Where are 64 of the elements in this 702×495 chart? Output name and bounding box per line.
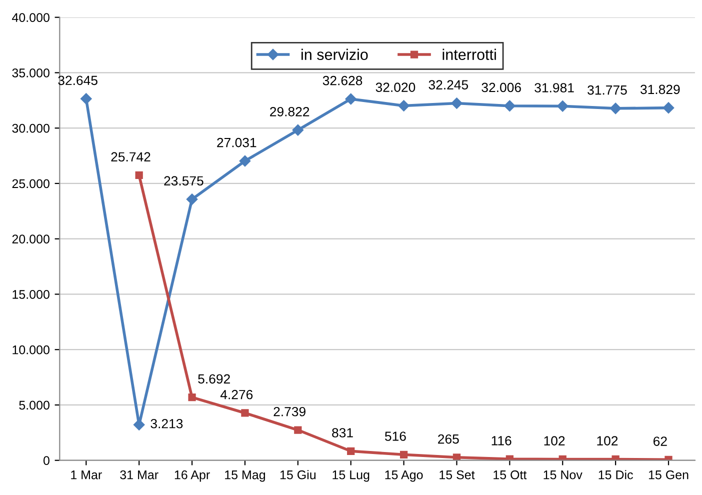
y-tick-label: 20.000 [12,234,50,244]
point [80,93,92,104]
data-label: 31.981 [534,83,574,92]
point [398,100,410,112]
y-tick-label: 25.000 [12,179,50,188]
x-tick-label: 15 Giu [280,470,316,480]
data-label: 31.775 [588,85,627,95]
data-label: 32.020 [376,82,416,92]
point [400,450,408,458]
point [557,100,568,112]
point [452,454,461,460]
point [345,93,356,105]
x-tick-label: 15 Gen [648,470,688,480]
point [662,102,674,114]
x-tick-label: 16 Apr [174,470,210,482]
data-label: 3.213 [150,418,183,428]
data-label: 516 [384,432,406,441]
data-label: 5.692 [198,374,230,384]
y-tick-label: 35.000 [12,68,50,78]
point [186,194,198,205]
legend-label: interrotti [442,48,496,60]
data-label: 4.276 [220,390,253,400]
data-label: 32.645 [58,76,98,86]
data-label: 25.742 [111,152,150,162]
y-tick-label: 15.000 [12,290,50,299]
x-tick-label: 15 Ago [385,470,423,482]
data-label: 102 [597,436,618,446]
x-tick-label: 1 Mar [71,470,102,480]
point [347,447,355,455]
data-label: 32.245 [428,80,468,90]
data-label: 116 [492,436,512,446]
point [135,171,143,180]
data-label: 62 [654,436,667,446]
x-tick-label: 15 Nov [544,470,582,480]
data-label: 265 [438,434,459,444]
point [451,98,462,109]
data-label: 2.739 [274,406,306,416]
y-tick-label: 40.000 [12,13,50,22]
y-tick-label: 30.000 [12,124,50,133]
point [239,155,251,167]
x-tick-label: 15 Lug [332,470,370,482]
point [610,102,622,114]
data-label: 102 [544,436,565,446]
point [241,409,249,417]
x-tick-label: 31 Mar [120,470,158,480]
point [294,426,302,434]
x-tick-label: 15 Mag [225,470,266,482]
data-label: 32.006 [482,82,521,92]
data-label: 31.829 [640,84,680,94]
y-tick-label: 0 [43,456,50,465]
point [292,124,304,136]
data-label: 27.031 [217,138,256,148]
data-label: 23.575 [164,176,204,186]
data-label: 29.822 [270,106,310,116]
data-label: 831 [332,428,353,438]
y-tick-label: 10.000 [12,345,50,354]
legend-label: in servizio [302,48,368,60]
y-tick-label: 5.000 [19,400,50,410]
point [504,100,516,112]
x-tick-label: 15 Ott [494,470,527,480]
x-tick-label: 15 Dic [598,470,633,480]
x-tick-label: 15 Set [440,470,475,480]
point [188,393,196,402]
data-label: 32.628 [322,76,362,86]
